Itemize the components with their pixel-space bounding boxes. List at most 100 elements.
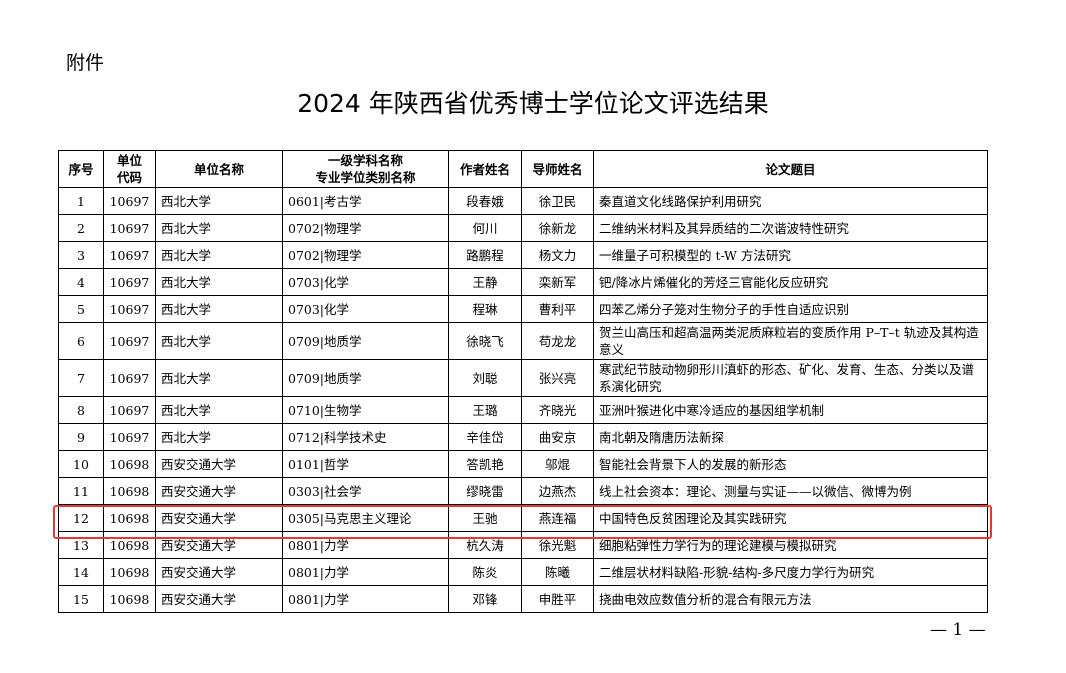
cell-index: 14 <box>58 558 104 586</box>
cell-advisor: 张兴亮 <box>521 359 594 397</box>
table-header: 序号 单位代码 单位名称 一级学科名称 专业学位类别名称 作者姓名 导师姓名 论文… <box>58 150 988 188</box>
page-title: 2024 年陕西省优秀博士学位论文评选结果 <box>297 89 769 118</box>
cell-thesis-title: 中国特色反贫困理论及其实践研究 <box>593 504 988 532</box>
cell-thesis-title: 细胞粘弹性力学行为的理论建模与模拟研究 <box>593 531 988 559</box>
table-row: 5 10697 西北大学 0703|化学 程琳 曹利平 四苯乙烯分子笼对生物分子的手性自适应… <box>58 295 988 323</box>
cell-unit-code: 10697 <box>103 268 156 296</box>
cell-discipline: 0101|哲学 <box>282 450 449 478</box>
cell-index: 1 <box>58 187 104 215</box>
cell-author: 王璐 <box>448 396 522 424</box>
cell-unit-code: 10697 <box>103 359 156 397</box>
cell-thesis-title: 挠曲电效应数值分析的混合有限元方法 <box>593 585 988 613</box>
cell-advisor: 边燕杰 <box>521 477 594 505</box>
header-unit-code: 单位代码 <box>103 150 156 188</box>
cell-advisor: 曹利平 <box>521 295 594 323</box>
cell-unit-code: 10697 <box>103 187 156 215</box>
cell-thesis-title: 一维量子可积模型的 t-W 方法研究 <box>593 241 988 269</box>
cell-author: 答凯艳 <box>448 450 522 478</box>
cell-unit-code: 10698 <box>103 531 156 559</box>
cell-thesis-title: 南北朝及隋唐历法新探 <box>593 423 988 451</box>
cell-author: 何川 <box>448 214 522 242</box>
cell-index: 4 <box>58 268 104 296</box>
cell-author: 刘聪 <box>448 359 522 397</box>
cell-index: 5 <box>58 295 104 323</box>
table-row: 9 10697 西北大学 0712|科学技术史 辛佳岱 曲安京 南北朝及隋唐历法新探 <box>58 423 988 451</box>
cell-thesis-title: 贺兰山高压和超高温两类泥质麻粒岩的变质作用 P–T–t 轨迹及其构造意义 <box>593 322 988 360</box>
cell-unit-name: 西北大学 <box>155 423 283 451</box>
cell-author: 程琳 <box>448 295 522 323</box>
table-row: 13 10698 西安交通大学 0801|力学 杭久涛 徐光魁 细胞粘弹性力学行为的理论建模… <box>58 531 988 559</box>
cell-unit-code: 10698 <box>103 477 156 505</box>
cell-unit-code: 10697 <box>103 214 156 242</box>
cell-thesis-title: 线上社会资本：理论、测量与实证——以微信、微博为例 <box>593 477 988 505</box>
cell-unit-name: 西安交通大学 <box>155 531 283 559</box>
cell-unit-name: 西安交通大学 <box>155 450 283 478</box>
cell-index: 10 <box>58 450 104 478</box>
cell-advisor: 邬焜 <box>521 450 594 478</box>
table-row: 4 10697 西北大学 0703|化学 王静 栾新军 钯/降冰片烯催化的芳烃三官能化反应研… <box>58 268 988 296</box>
cell-index: 15 <box>58 585 104 613</box>
cell-advisor: 苟龙龙 <box>521 322 594 360</box>
cell-index: 2 <box>58 214 104 242</box>
cell-discipline: 0709|地质学 <box>282 359 449 397</box>
cell-unit-code: 10697 <box>103 322 156 360</box>
cell-unit-code: 10697 <box>103 423 156 451</box>
table-row: 15 10698 西安交通大学 0801|力学 邓锋 申胜平 挠曲电效应数值分析的混合有限元… <box>58 585 988 613</box>
cell-unit-name: 西北大学 <box>155 359 283 397</box>
cell-discipline: 0703|化学 <box>282 268 449 296</box>
header-author: 作者姓名 <box>448 150 522 188</box>
cell-author: 王静 <box>448 268 522 296</box>
cell-author: 徐晓飞 <box>448 322 522 360</box>
table-row: 10 10698 西安交通大学 0101|哲学 答凯艳 邬焜 智能社会背景下人的发展的新形态 <box>58 450 988 478</box>
cell-unit-name: 西北大学 <box>155 241 283 269</box>
cell-author: 路鹏程 <box>448 241 522 269</box>
cell-discipline: 0702|物理学 <box>282 214 449 242</box>
cell-unit-name: 西北大学 <box>155 187 283 215</box>
cell-thesis-title: 智能社会背景下人的发展的新形态 <box>593 450 988 478</box>
cell-unit-code: 10697 <box>103 241 156 269</box>
cell-advisor: 徐卫民 <box>521 187 594 215</box>
cell-advisor: 陈曦 <box>521 558 594 586</box>
cell-discipline: 0801|力学 <box>282 558 449 586</box>
table-row: 6 10697 西北大学 0709|地质学 徐晓飞 苟龙龙 贺兰山高压和超高温两类泥质麻粒岩… <box>58 322 988 360</box>
cell-index: 13 <box>58 531 104 559</box>
header-unit-name: 单位名称 <box>155 150 283 188</box>
cell-index: 9 <box>58 423 104 451</box>
cell-author: 陈炎 <box>448 558 522 586</box>
cell-thesis-title: 二维纳米材料及其异质结的二次谐波特性研究 <box>593 214 988 242</box>
cell-discipline: 0712|科学技术史 <box>282 423 449 451</box>
table-row: 12 10698 西安交通大学 0305|马克思主义理论 王驰 燕连福 中国特色反贫困理论及… <box>58 504 988 532</box>
cell-unit-name: 西安交通大学 <box>155 585 283 613</box>
cell-advisor: 曲安京 <box>521 423 594 451</box>
cell-index: 11 <box>58 477 104 505</box>
table-row: 14 10698 西安交通大学 0801|力学 陈炎 陈曦 二维层状材料缺陷-形貌-结构-多… <box>58 558 988 586</box>
cell-unit-code: 10698 <box>103 558 156 586</box>
cell-advisor: 齐晓光 <box>521 396 594 424</box>
cell-unit-name: 西安交通大学 <box>155 558 283 586</box>
cell-unit-code: 10698 <box>103 585 156 613</box>
cell-thesis-title: 秦直道文化线路保护利用研究 <box>593 187 988 215</box>
highlight-box <box>53 505 992 539</box>
cell-thesis-title: 亚洲叶猴进化中寒冷适应的基因组学机制 <box>593 396 988 424</box>
cell-index: 3 <box>58 241 104 269</box>
cell-thesis-title: 钯/降冰片烯催化的芳烃三官能化反应研究 <box>593 268 988 296</box>
header-unit-code-label: 单位代码 <box>116 153 142 185</box>
table-row: 8 10697 西北大学 0710|生物学 王璐 齐晓光 亚洲叶猴进化中寒冷适应的基因组学机… <box>58 396 988 424</box>
cell-discipline: 0601|考古学 <box>282 187 449 215</box>
cell-advisor: 栾新军 <box>521 268 594 296</box>
cell-unit-code: 10698 <box>103 450 156 478</box>
table-row: 11 10698 西安交通大学 0303|社会学 缪晓雷 边燕杰 线上社会资本：理论、测量与… <box>58 477 988 505</box>
header-discipline: 一级学科名称 专业学位类别名称 <box>282 150 449 188</box>
header-index: 序号 <box>58 150 104 188</box>
cell-index: 8 <box>58 396 104 424</box>
cell-index: 7 <box>58 359 104 397</box>
cell-discipline: 0702|物理学 <box>282 241 449 269</box>
table-row: 7 10697 西北大学 0709|地质学 刘聪 张兴亮 寒武纪节肢动物卵形川滇虾的形态、矿… <box>58 359 988 397</box>
cell-discipline: 0303|社会学 <box>282 477 449 505</box>
table-row: 1 10697 西北大学 0601|考古学 段春娥 徐卫民 秦直道文化线路保护利用研究 <box>58 187 988 215</box>
cell-unit-name: 西北大学 <box>155 322 283 360</box>
cell-discipline: 0703|化学 <box>282 295 449 323</box>
cell-discipline: 0801|力学 <box>282 585 449 613</box>
cell-advisor: 徐新龙 <box>521 214 594 242</box>
cell-unit-code: 10697 <box>103 396 156 424</box>
